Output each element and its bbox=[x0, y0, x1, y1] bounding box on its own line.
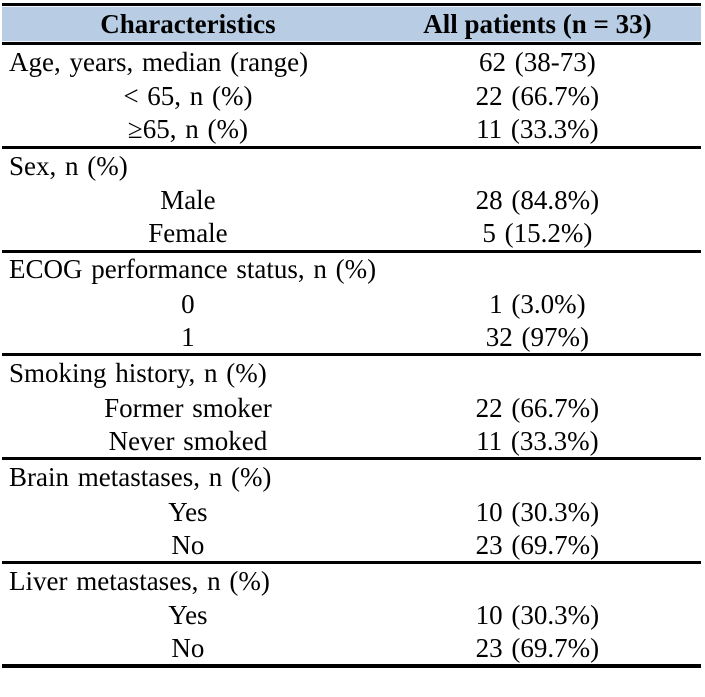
characteristic-cell: Yes bbox=[168, 600, 208, 631]
column-header-characteristics: Characteristics bbox=[100, 8, 276, 39]
table-row-brain-metastases: Brain metastases, n (%) bbox=[2, 460, 701, 495]
characteristic-cell: Sex, n (%) bbox=[9, 150, 128, 181]
table-row-smoking-never: Never smoked 11 (33.3%) bbox=[2, 426, 701, 461]
table-row-sex-male: Male 28 (84.8%) bbox=[2, 183, 701, 218]
table-row-age: Age, years, median (range) 62 (38-73) bbox=[2, 45, 701, 80]
characteristic-cell: Former smoker bbox=[104, 392, 272, 423]
characteristic-cell: Male bbox=[160, 185, 216, 216]
characteristic-cell: Yes bbox=[168, 496, 208, 527]
table-row-smoking: Smoking history, n (%) bbox=[2, 356, 701, 391]
table-row-brain-yes: Yes 10 (30.3%) bbox=[2, 495, 701, 530]
value-cell: 1 (3.0%) bbox=[489, 288, 586, 319]
value-cell: 22 (66.7%) bbox=[475, 392, 600, 423]
value-cell: 23 (69.7%) bbox=[475, 632, 600, 663]
characteristic-cell: Age, years, median (range) bbox=[9, 46, 309, 77]
patient-characteristics-table: Characteristics All patients (n = 33) Ag… bbox=[2, 3, 701, 668]
characteristic-cell: Brain metastases, n (%) bbox=[9, 461, 272, 492]
table-row-sex-female: Female 5 (15.2%) bbox=[2, 218, 701, 253]
table-row-ecog: ECOG performance status, n (%) bbox=[2, 253, 701, 288]
value-cell: 11 (33.3%) bbox=[476, 114, 599, 145]
table-row-liver-metastases: Liver metastases, n (%) bbox=[2, 564, 701, 599]
characteristic-cell: Liver metastases, n (%) bbox=[9, 565, 270, 596]
table-row-sex: Sex, n (%) bbox=[2, 149, 701, 184]
table-row-age-ge65: ≥65, n (%) 11 (33.3%) bbox=[2, 114, 701, 149]
table-row-ecog-0: 0 1 (3.0%) bbox=[2, 287, 701, 322]
characteristic-cell: Smoking history, n (%) bbox=[9, 358, 267, 389]
table-row-brain-no: No 23 (69.7%) bbox=[2, 529, 701, 564]
value-cell: 10 (30.3%) bbox=[475, 496, 600, 527]
table-row-liver-no: No 23 (69.7%) bbox=[2, 633, 701, 668]
table-row-ecog-1: 1 32 (97%) bbox=[2, 322, 701, 357]
value-cell: 22 (66.7%) bbox=[475, 81, 600, 112]
value-cell: 28 (84.8%) bbox=[475, 185, 600, 216]
value-cell: 32 (97%) bbox=[485, 322, 590, 353]
characteristic-cell: ECOG performance status, n (%) bbox=[9, 254, 377, 285]
characteristic-cell: < 65, n (%) bbox=[123, 81, 253, 112]
value-cell: 10 (30.3%) bbox=[475, 600, 600, 631]
characteristic-cell: No bbox=[171, 632, 205, 663]
characteristic-cell: Never smoked bbox=[108, 425, 268, 456]
characteristic-cell: 1 bbox=[181, 322, 195, 353]
table-row-age-lt65: < 65, n (%) 22 (66.7%) bbox=[2, 80, 701, 115]
value-cell: 5 (15.2%) bbox=[482, 218, 593, 249]
characteristic-cell: ≥65, n (%) bbox=[127, 114, 248, 145]
characteristic-cell: No bbox=[171, 529, 205, 560]
table-row-smoking-former: Former smoker 22 (66.7%) bbox=[2, 391, 701, 426]
column-header-all-patients: All patients (n = 33) bbox=[423, 8, 652, 39]
characteristic-cell: Female bbox=[148, 218, 228, 249]
table-row-liver-yes: Yes 10 (30.3%) bbox=[2, 599, 701, 634]
value-cell: 11 (33.3%) bbox=[476, 425, 599, 456]
value-cell: 23 (69.7%) bbox=[475, 529, 600, 560]
table-header-row: Characteristics All patients (n = 33) bbox=[2, 3, 701, 45]
value-cell: 62 (38-73) bbox=[479, 46, 596, 77]
characteristic-cell: 0 bbox=[181, 288, 195, 319]
